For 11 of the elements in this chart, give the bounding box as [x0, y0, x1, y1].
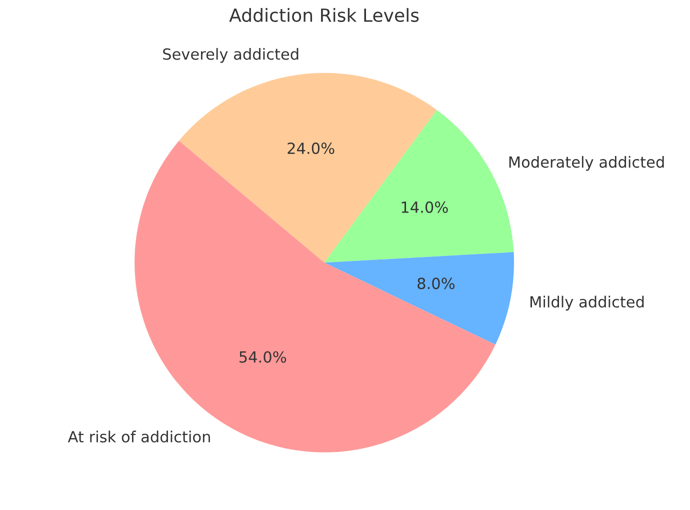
data-label: 24.0% — [288, 142, 334, 154]
chart-title: Addiction Risk Levels — [229, 8, 419, 22]
slice-label: Severely addicted — [163, 48, 298, 63]
data-label: 14.0% — [402, 201, 448, 213]
data-label: 8.0% — [418, 278, 455, 290]
pie-slice — [134, 140, 496, 452]
data-label: 54.0% — [240, 351, 286, 363]
pie-slice — [324, 252, 514, 345]
slice-label: Mildly addicted — [530, 296, 644, 311]
slice-label: At risk of addiction — [68, 430, 210, 442]
slice-label: Moderately addicted — [509, 156, 664, 171]
